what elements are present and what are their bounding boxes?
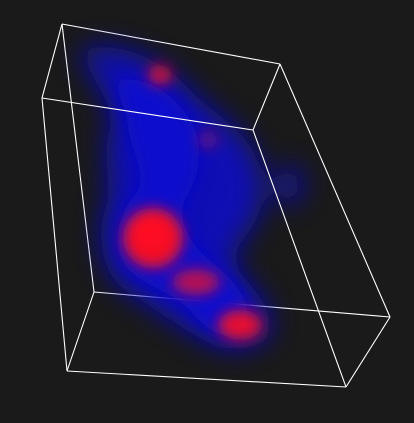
bounding-box-front: [41, 23, 391, 388]
volume-red-density: [123, 65, 262, 340]
volume-blue-core: [117, 79, 249, 337]
